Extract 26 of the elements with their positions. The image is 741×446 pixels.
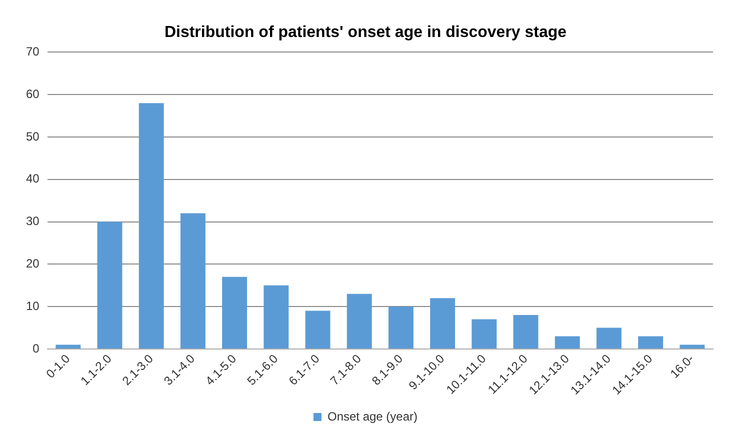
y-tick-label: 50 <box>26 129 40 144</box>
bar <box>97 222 122 348</box>
bar <box>596 328 622 348</box>
y-tick-label: 70 <box>26 44 40 59</box>
bar <box>638 336 664 348</box>
bar <box>513 315 538 348</box>
bar <box>180 213 206 348</box>
bar <box>430 298 456 348</box>
bar <box>305 310 330 348</box>
y-tick-label: 30 <box>26 214 40 228</box>
y-tick-label: 60 <box>26 86 40 101</box>
bar <box>346 294 372 348</box>
bar <box>388 306 414 348</box>
chart-title: Distribution of patients' onset age in discovery stage <box>164 24 567 42</box>
y-tick-label: 0 <box>32 341 40 356</box>
y-tick-label: 40 <box>26 172 40 186</box>
y-tick-label: 20 <box>26 256 40 270</box>
bar <box>264 285 289 348</box>
bar <box>56 344 81 348</box>
bar <box>472 319 497 348</box>
bar <box>680 344 705 348</box>
bar <box>222 276 248 348</box>
bar <box>138 103 164 348</box>
bar <box>554 336 580 348</box>
y-tick-label: 10 <box>26 298 40 313</box>
legend-label: Onset age (year) <box>327 409 418 424</box>
